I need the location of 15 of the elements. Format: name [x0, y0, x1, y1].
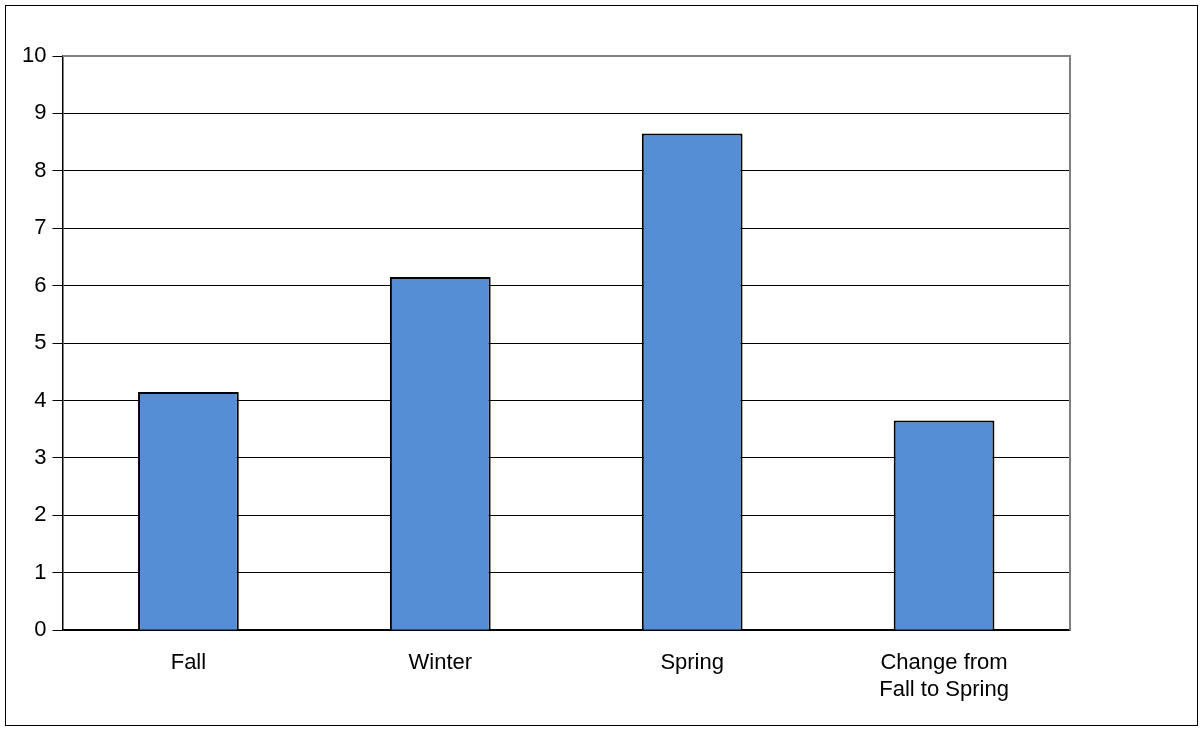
y-tick-label: 2	[34, 501, 47, 527]
y-tick-label: 0	[34, 616, 47, 642]
y-tick-label: 8	[34, 156, 47, 182]
x-tick-label: Winter	[408, 649, 473, 675]
y-tick-label: 4	[34, 386, 47, 412]
y-tick-label: 9	[34, 99, 47, 125]
y-tick-label: 1	[34, 558, 47, 584]
y-tick-label: 7	[34, 214, 47, 240]
y-tick-label: 5	[34, 329, 47, 355]
x-tick-label: Change from Fall to Spring	[879, 649, 1009, 701]
x-tick-label: Spring	[660, 649, 724, 675]
y-tick-label: 6	[34, 271, 47, 297]
y-tick-label: 3	[34, 444, 47, 469]
x-tick-label: Fall	[170, 649, 207, 675]
y-tick-label: 10	[21, 42, 47, 68]
